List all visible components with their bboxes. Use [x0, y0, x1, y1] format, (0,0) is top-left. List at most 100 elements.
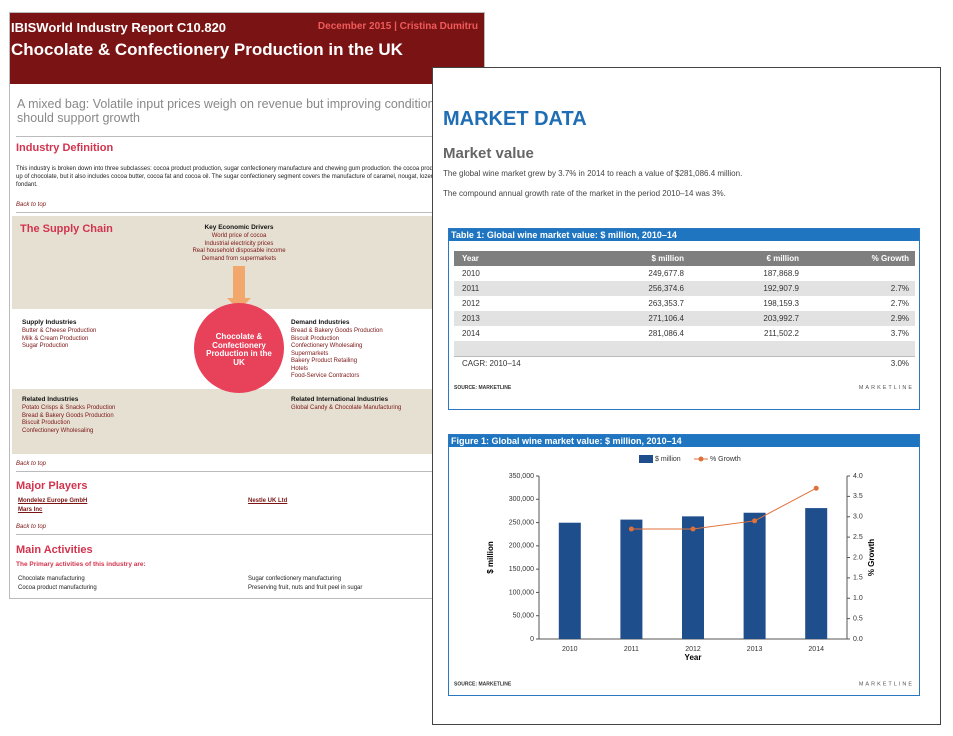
- y-tick-label: 50,000: [513, 613, 535, 620]
- y2-tick-label: 4.0: [853, 473, 863, 480]
- center-circle: [194, 303, 284, 393]
- x-tick-label: 2011: [624, 646, 639, 653]
- table-cell: 249,677.8: [648, 269, 684, 278]
- x-tick-label: 2010: [562, 646, 578, 653]
- list: Butter & Cheese Production Milk & Cream P…: [22, 328, 96, 351]
- table-cell: 2012: [462, 299, 480, 308]
- table-cell: € million: [766, 254, 799, 263]
- table-cell: 203,992.7: [763, 314, 799, 323]
- list-item: Global Candy & Chocolate Manufacturing: [291, 405, 402, 411]
- table-cell: 281,086.4: [648, 329, 684, 338]
- y-tick-label: 200,000: [509, 543, 534, 550]
- table-cell: 198,159.3: [763, 299, 799, 308]
- y2-axis-label: % Growth: [867, 539, 876, 576]
- list: Potato Crisps & Snacks Production Bread &…: [22, 405, 115, 435]
- list-item: Bread & Bakery Goods Production: [22, 412, 114, 419]
- report-date: December 2015 | Cristina Dumitru: [317, 21, 478, 32]
- report-page: IBISWorld Industry Report C10.820 Decemb…: [9, 12, 485, 599]
- international: Related International Industries Global C…: [291, 396, 401, 413]
- table-row: 2014 281,086.4 211,502.2 3.7%: [454, 326, 915, 342]
- list-item: Bakery Product Retailing: [291, 358, 358, 364]
- player[interactable]: Nestle UK Ltd: [248, 498, 288, 504]
- brand: MARKETLINE: [858, 385, 914, 391]
- legend-swatch: [698, 456, 704, 462]
- table-header: Year $ million € million % Growth: [454, 251, 915, 266]
- figure-title: Figure 1: Global wine market value: $ mi…: [449, 435, 919, 447]
- activities-intro: The Primary activities of this industry …: [16, 561, 146, 568]
- list-item: Butter & Cheese Production: [22, 328, 97, 334]
- report-header: IBISWorld Industry Report C10.820 Decemb…: [10, 13, 484, 84]
- drivers-list: World price of cocoa Industrial electrici…: [189, 233, 289, 263]
- activity: Sugar confectionery manufacturing: [248, 576, 342, 582]
- list-item: Industrial electricity prices: [204, 240, 274, 247]
- brand: MARKETLINE: [859, 681, 914, 687]
- rule: [16, 471, 478, 472]
- market-page: MARKET DATA Market value The global wine…: [432, 67, 941, 725]
- y-tick-label: 350,000: [509, 473, 534, 480]
- list-item: Bread & Bakery Goods Production: [291, 328, 383, 334]
- y-tick-label: 100,000: [509, 589, 534, 596]
- source: SOURCE: MARKETLINE: [454, 681, 512, 687]
- market-subheading: Market value: [443, 145, 534, 162]
- report-id: IBISWorld Industry Report C10.820: [11, 20, 227, 35]
- supply: Supply Industries Butter & Cheese Product…: [22, 319, 96, 351]
- chain-band: [12, 216, 484, 309]
- y-axis-label: $ million: [486, 541, 495, 574]
- table-title: Table 1: Global wine market value: $ mil…: [449, 229, 919, 241]
- line: [631, 487, 817, 530]
- definition-text: This industry is broken down into three …: [16, 166, 485, 188]
- table-cell: 2014: [462, 329, 480, 338]
- bar: [620, 519, 643, 639]
- y2-tick-label: 2.5: [853, 534, 863, 541]
- legend-swatch: [639, 455, 653, 463]
- section-heading: Major Players: [16, 480, 88, 492]
- table-cell: Year: [462, 254, 479, 263]
- y2-tick-label: 2.0: [853, 554, 863, 561]
- arrow: [233, 266, 245, 298]
- table-cell: 187,868.9: [763, 269, 799, 278]
- back-link[interactable]: Back to top: [16, 461, 47, 467]
- y-tick-label: 300,000: [509, 496, 534, 503]
- y2-tick-label: 3.0: [853, 514, 863, 521]
- rule: [16, 212, 478, 213]
- section-heading: The Supply Chain: [20, 223, 113, 235]
- rule: [16, 136, 478, 137]
- table-row: 2011 256,374.6 192,907.9 2.7%: [454, 281, 915, 297]
- activity: Chocolate manufacturing: [18, 576, 85, 582]
- y-tick-label: 0: [530, 636, 534, 643]
- table-row: [454, 341, 915, 357]
- x-axis-label: Year: [685, 653, 702, 662]
- paragraph: The global wine market grew by 3.7% in 2…: [443, 169, 743, 178]
- chain-band: [12, 389, 484, 454]
- table-cell: $ million: [651, 254, 684, 263]
- list-item: Milk & Cream Production: [22, 335, 89, 342]
- bar: [805, 508, 828, 639]
- y2-tick-label: 0.5: [853, 615, 863, 622]
- player[interactable]: Mondelez Europe GmbH: [18, 498, 88, 504]
- list-item: Confectionery Wholesaling: [291, 343, 363, 349]
- table-cell: 3.0%: [890, 359, 909, 368]
- x-tick-label: 2013: [747, 646, 763, 653]
- source: SOURCE: MARKETLINE: [454, 385, 512, 391]
- y-tick-label: 150,000: [509, 566, 534, 573]
- list-heading: Related International Industries: [291, 396, 389, 403]
- list-item: Biscuit Production: [22, 420, 71, 426]
- y2-tick-label: 0.0: [853, 636, 863, 643]
- list-item: Demand from supermarkets: [201, 255, 277, 262]
- list-item: Potato Crisps & Snacks Production: [22, 405, 116, 411]
- table-row: 2010 249,677.8 187,868.9: [454, 266, 915, 282]
- table-cell: 211,502.2: [764, 329, 799, 338]
- table-row: CAGR: 2010–14 3.0%: [454, 356, 915, 371]
- drivers-heading: Key Economic Drivers: [204, 224, 274, 231]
- paragraph: The compound annual growth rate of the m…: [443, 189, 726, 198]
- back-link[interactable]: Back to top: [16, 202, 47, 208]
- table-cell: 2010: [462, 269, 480, 278]
- activity: Preserving fruit, nuts and fruit peel in…: [248, 585, 363, 591]
- table-cell: 2.7%: [890, 284, 909, 293]
- list: Bread & Bakery Goods Production Biscuit P…: [291, 328, 383, 381]
- subtitle: A mixed bag: Volatile input prices weigh…: [17, 97, 441, 125]
- back-link[interactable]: Back to top: [16, 524, 47, 530]
- player[interactable]: Mars Inc: [18, 507, 43, 513]
- list-item: Real household disposable income: [192, 248, 286, 254]
